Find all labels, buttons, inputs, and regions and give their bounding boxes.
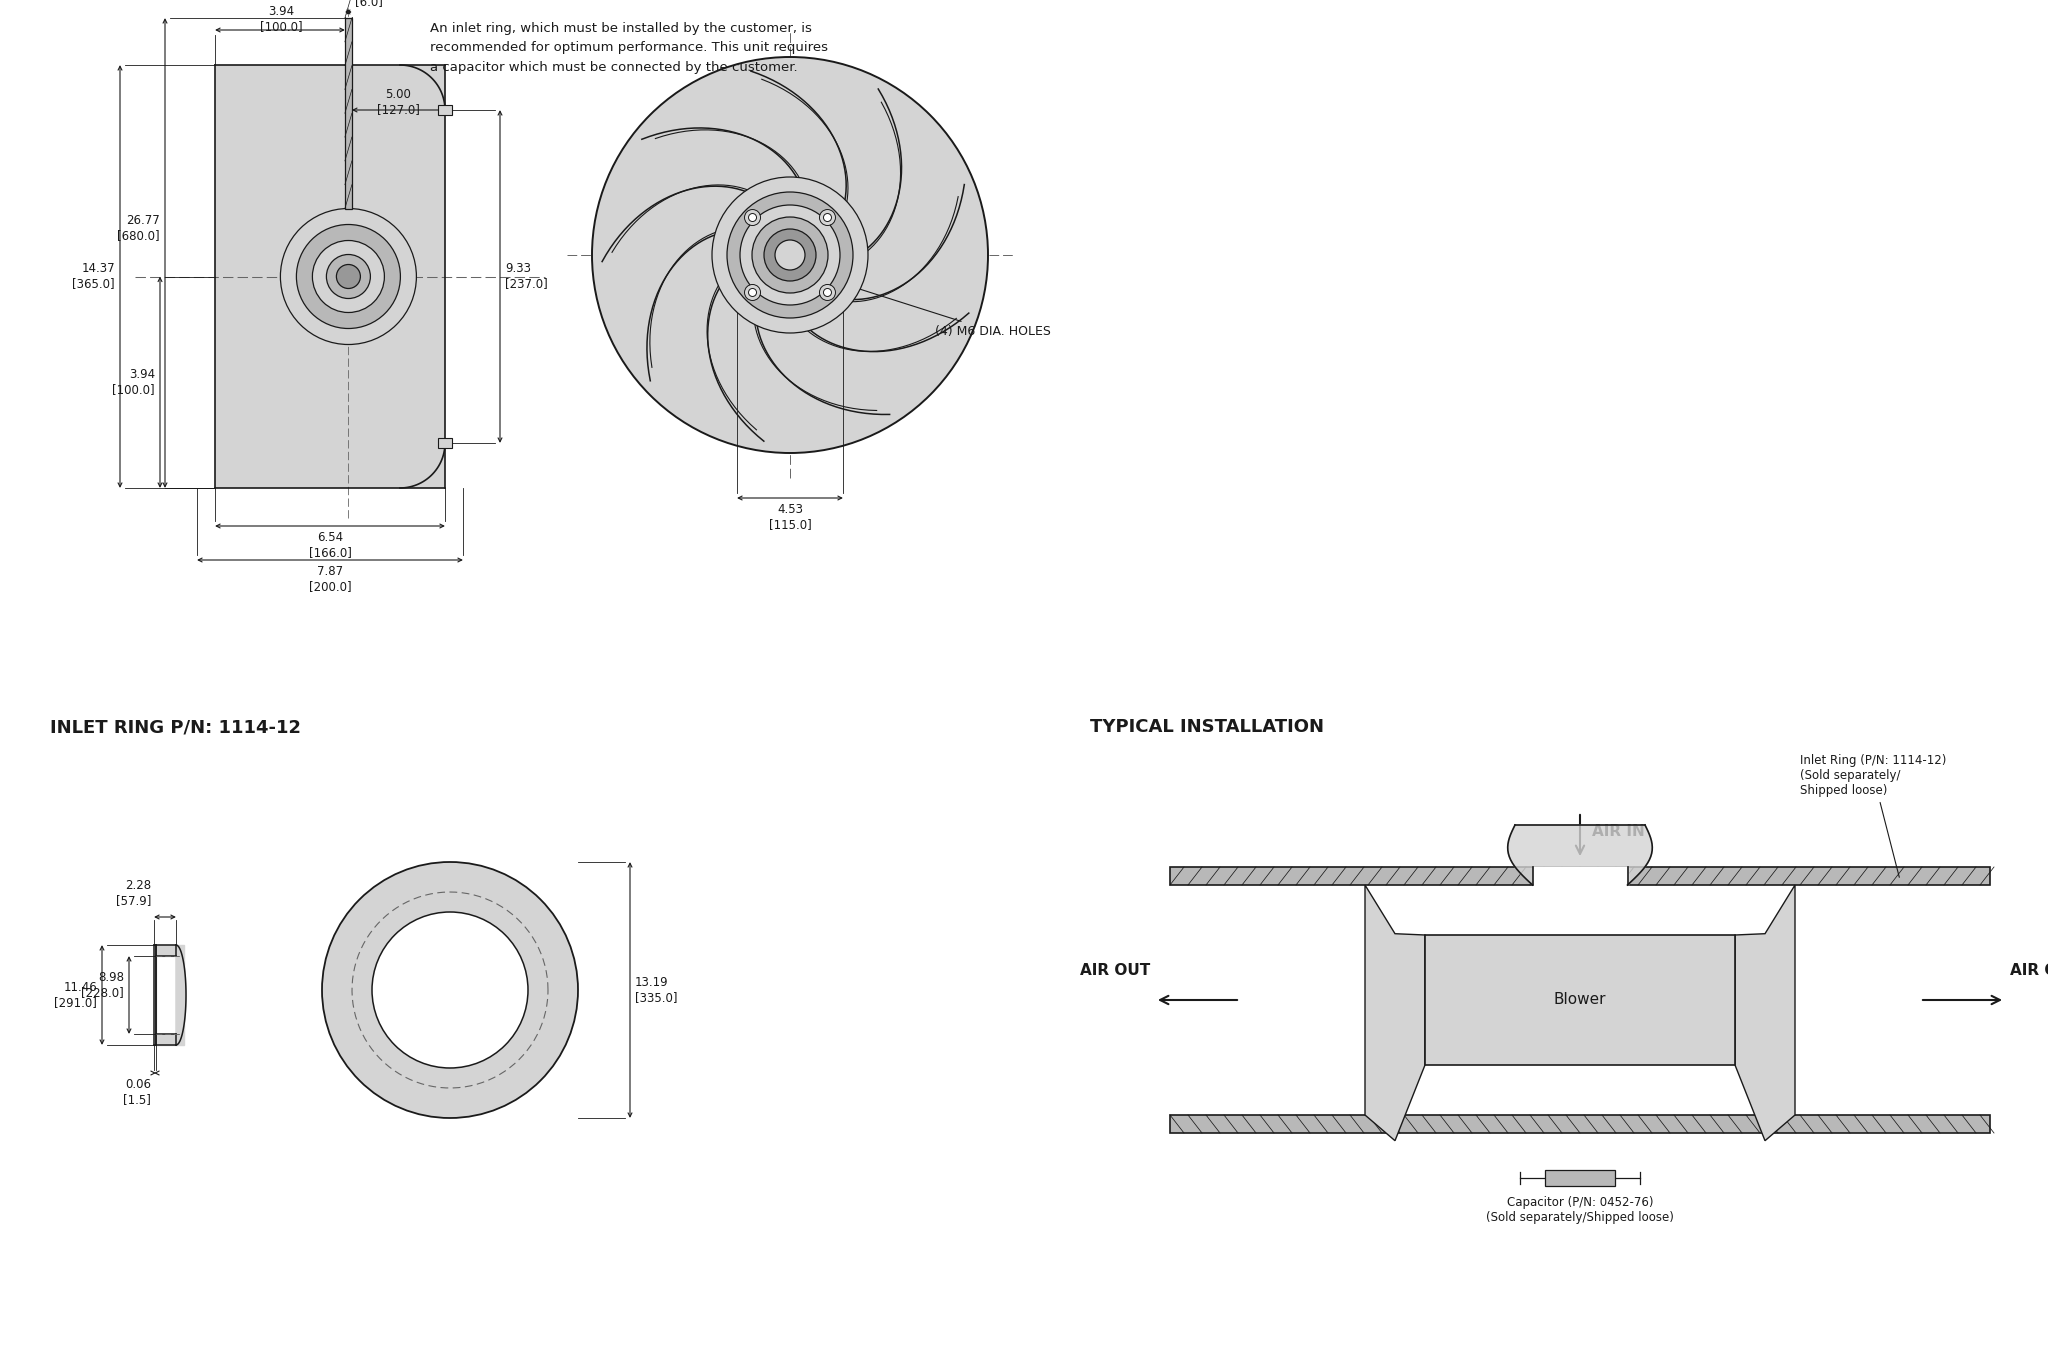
Circle shape — [764, 229, 815, 281]
Polygon shape — [1735, 885, 1794, 1140]
Circle shape — [592, 58, 987, 453]
Text: AIR IN: AIR IN — [1591, 825, 1645, 840]
Text: (4) M6 DIA. HOLES: (4) M6 DIA. HOLES — [838, 283, 1051, 338]
Circle shape — [748, 214, 756, 221]
Text: 5.00
[127.0]: 5.00 [127.0] — [377, 88, 420, 117]
Circle shape — [745, 284, 760, 300]
Text: 26.77
[680.0]: 26.77 [680.0] — [117, 214, 160, 241]
Circle shape — [373, 912, 528, 1067]
Text: Blower: Blower — [1554, 992, 1606, 1007]
Circle shape — [819, 210, 836, 225]
Polygon shape — [156, 1034, 176, 1045]
Text: An inlet ring, which must be installed by the customer, is
recommended for optim: An inlet ring, which must be installed b… — [430, 22, 827, 74]
Bar — [215, 64, 444, 488]
Circle shape — [281, 209, 416, 344]
Bar — [344, 18, 352, 209]
Text: 13.19
[335.0]: 13.19 [335.0] — [635, 975, 678, 1004]
Circle shape — [774, 240, 805, 270]
Circle shape — [823, 214, 831, 221]
Text: 11.46
[291.0]: 11.46 [291.0] — [53, 981, 96, 1008]
Text: 4.53
[115.0]: 4.53 [115.0] — [768, 504, 811, 531]
Bar — [1544, 1170, 1616, 1185]
Circle shape — [748, 288, 756, 296]
Circle shape — [823, 288, 831, 296]
Text: Inlet Ring (P/N: 1114-12)
(Sold separately/
Shipped loose): Inlet Ring (P/N: 1114-12) (Sold separate… — [1800, 755, 1946, 877]
Circle shape — [326, 254, 371, 299]
Text: 9.33
[237.0]: 9.33 [237.0] — [506, 262, 547, 291]
Circle shape — [752, 217, 827, 294]
Wedge shape — [444, 443, 489, 488]
Circle shape — [297, 225, 401, 328]
Circle shape — [727, 192, 854, 318]
Text: 0.24
[6.0]: 0.24 [6.0] — [354, 0, 383, 8]
Polygon shape — [156, 945, 176, 956]
Circle shape — [313, 240, 385, 313]
Text: 6.54
[166.0]: 6.54 [166.0] — [309, 531, 352, 558]
Polygon shape — [176, 945, 186, 1045]
Polygon shape — [1532, 867, 1628, 885]
Text: 2.28
[57.9]: 2.28 [57.9] — [115, 879, 152, 907]
Bar — [1169, 1115, 1991, 1133]
Text: 8.98
[228.0]: 8.98 [228.0] — [82, 971, 125, 999]
Text: 3.94
[100.0]: 3.94 [100.0] — [260, 5, 303, 33]
Text: Capacitor (P/N: 0452-76)
(Sold separately/Shipped loose): Capacitor (P/N: 0452-76) (Sold separatel… — [1487, 1196, 1673, 1224]
Text: AIR OUT: AIR OUT — [1079, 963, 1151, 978]
Circle shape — [336, 265, 360, 288]
Bar — [1169, 867, 1991, 885]
Circle shape — [322, 862, 578, 1118]
Polygon shape — [1507, 825, 1653, 885]
Polygon shape — [1366, 885, 1425, 1140]
Circle shape — [739, 204, 840, 305]
FancyBboxPatch shape — [1425, 934, 1735, 1065]
Text: INLET RING P/N: 1114-12: INLET RING P/N: 1114-12 — [49, 718, 301, 735]
Text: TYPICAL INSTALLATION: TYPICAL INSTALLATION — [1090, 718, 1323, 735]
Text: 0.06
[1.5]: 0.06 [1.5] — [123, 1078, 152, 1106]
Polygon shape — [176, 945, 184, 1045]
Text: 14.37
[365.0]: 14.37 [365.0] — [72, 262, 115, 291]
Wedge shape — [444, 64, 489, 110]
Bar — [438, 438, 453, 449]
Bar — [438, 106, 453, 115]
Text: 7.87
[200.0]: 7.87 [200.0] — [309, 565, 352, 593]
Text: 3.94
[100.0]: 3.94 [100.0] — [113, 368, 156, 397]
Circle shape — [819, 284, 836, 300]
Circle shape — [713, 177, 868, 333]
Circle shape — [745, 210, 760, 225]
Text: AIR OUT: AIR OUT — [2009, 963, 2048, 978]
